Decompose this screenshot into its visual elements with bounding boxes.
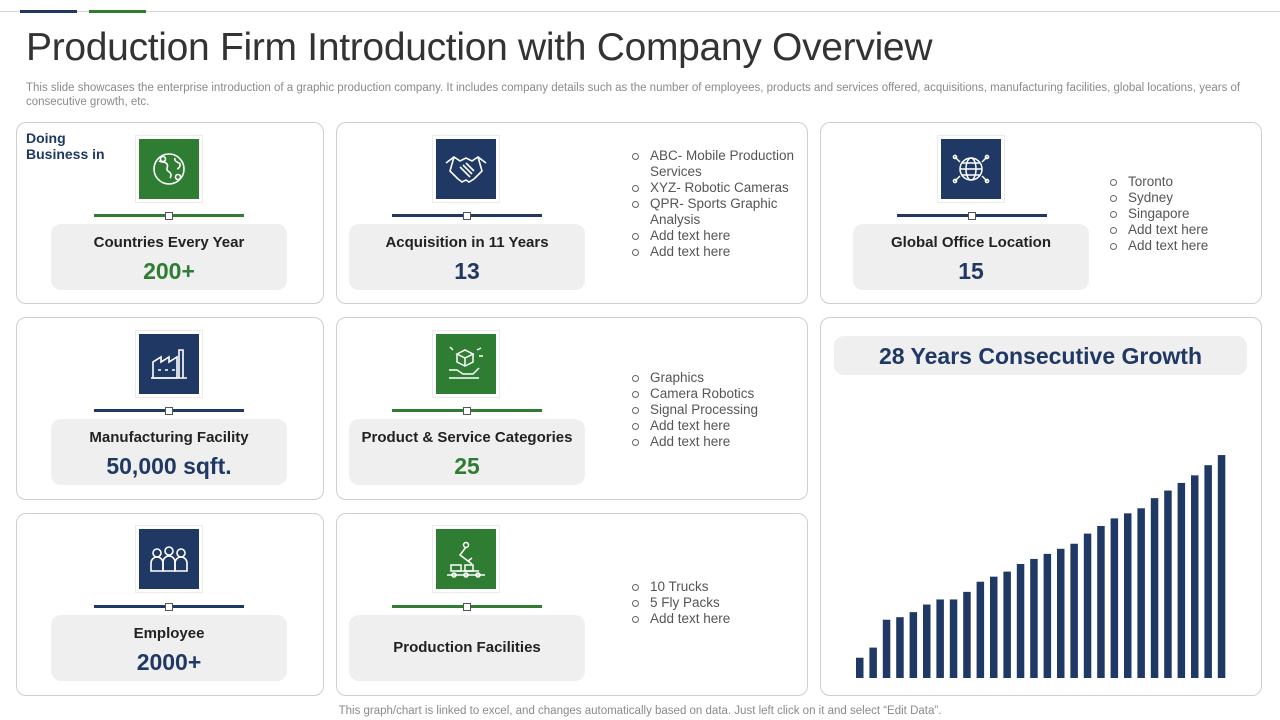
employee-knob (165, 603, 173, 611)
bar-6 (923, 604, 931, 678)
acquisition-value: 13 (454, 258, 480, 284)
products-label: Product & Service Categories (361, 429, 573, 446)
products-pill: Product & Service Categories 25 (349, 419, 585, 485)
footer-note: This graph/chart is linked to excel, and… (338, 705, 942, 717)
manufacturing-knob (165, 407, 173, 415)
bar-8 (949, 599, 958, 678)
employee-label: Employee (133, 625, 205, 642)
product-box-icon (432, 330, 500, 398)
production-pill: Production Facilities (349, 615, 585, 681)
list-item: Singapore (1108, 206, 1248, 222)
heading-line-2: Business in (26, 146, 105, 162)
handshake-icon (432, 135, 500, 203)
products-value: 25 (454, 453, 480, 479)
acquisition-pill: Acquisition in 11 Years 13 (349, 224, 585, 290)
world-network-icon (937, 135, 1005, 203)
list-item: Add text here (630, 228, 800, 244)
countries-pill: Countries Every Year 200+ (51, 224, 287, 290)
countries-knob (165, 212, 173, 220)
factory-icon (135, 330, 203, 398)
bar-11 (990, 576, 998, 678)
bar-13 (1016, 564, 1025, 678)
employee-pill: Employee 2000+ (51, 615, 287, 681)
bar-14 (1030, 558, 1038, 678)
bar-25 (1177, 482, 1186, 678)
page-title: Production Firm Introduction with Compan… (26, 26, 933, 69)
bar-15 (1043, 553, 1052, 678)
bar-26 (1191, 475, 1199, 678)
list-item: Camera Robotics (630, 386, 800, 402)
list-item: Add text here (630, 611, 800, 627)
list-item: QPR- Sports Graphic Analysis (630, 196, 800, 228)
manufacturing-label: Manufacturing Facility (89, 429, 249, 446)
globe-icon (135, 135, 203, 203)
bar-3 (882, 619, 891, 678)
bar-18 (1083, 533, 1092, 678)
doing-business-heading: Doing Business in (26, 130, 105, 162)
list-item: XYZ- Robotic Cameras (630, 180, 800, 196)
bar-20 (1110, 518, 1119, 678)
bar-12 (1003, 571, 1011, 678)
list-item: Toronto (1108, 174, 1248, 190)
top-divider (0, 11, 1280, 12)
list-item: Add text here (630, 434, 800, 450)
people-icon (135, 525, 203, 593)
production-knob (463, 603, 471, 611)
list-item: 10 Trucks (630, 579, 800, 595)
global-office-list: Toronto Sydney Singapore Add text here A… (1108, 174, 1248, 254)
list-item: Add text here (630, 418, 800, 434)
bar-16 (1057, 548, 1065, 678)
global-office-pill: Global Office Location 15 (853, 224, 1089, 290)
heading-line-1: Doing (26, 130, 66, 146)
countries-value: 200+ (143, 258, 195, 284)
robot-arm-icon (432, 525, 500, 593)
bar-9 (963, 591, 971, 678)
production-label: Production Facilities (393, 639, 541, 656)
list-item: Signal Processing (630, 402, 800, 418)
bar-17 (1070, 543, 1078, 678)
bar-10 (976, 581, 985, 678)
acquisition-knob (463, 212, 471, 220)
list-item: Add text here (1108, 238, 1248, 254)
growth-card (820, 317, 1262, 696)
growth-bar-chart[interactable] (850, 440, 1230, 680)
list-item: Add text here (1108, 222, 1248, 238)
bar-21 (1124, 513, 1132, 678)
bar-23 (1150, 498, 1159, 678)
acquisition-list: ABC- Mobile Production Services XYZ- Rob… (630, 148, 800, 260)
manufacturing-value: 50,000 sqft. (106, 453, 232, 479)
global-office-label: Global Office Location (890, 234, 1051, 251)
growth-title[interactable]: 28 Years Consecutive Growth (834, 336, 1247, 375)
bar-2 (869, 647, 877, 678)
bar-28 (1217, 455, 1226, 678)
bar-1 (856, 657, 864, 678)
products-knob (463, 407, 471, 415)
bar-5 (909, 612, 918, 678)
global-office-knob (968, 212, 976, 220)
bar-22 (1137, 508, 1145, 678)
products-list: Graphics Camera Robotics Signal Processi… (630, 370, 800, 450)
page-description: This slide showcases the enterprise intr… (26, 82, 1241, 108)
production-list: 10 Trucks 5 Fly Packs Add text here (630, 579, 800, 627)
bar-4 (896, 617, 904, 678)
top-accent-navy (20, 10, 77, 13)
bar-24 (1164, 490, 1172, 678)
bar-19 (1097, 526, 1105, 678)
countries-label: Countries Every Year (93, 234, 245, 251)
employee-value: 2000+ (136, 649, 202, 675)
list-item: Add text here (630, 244, 800, 260)
global-office-value: 15 (958, 258, 984, 284)
bar-7 (936, 599, 944, 678)
top-accent-green (89, 10, 146, 13)
bar-27 (1204, 465, 1212, 678)
list-item: ABC- Mobile Production Services (630, 148, 800, 180)
list-item: Sydney (1108, 190, 1248, 206)
manufacturing-pill: Manufacturing Facility 50,000 sqft. (51, 419, 287, 485)
list-item: 5 Fly Packs (630, 595, 800, 611)
list-item: Graphics (630, 370, 800, 386)
acquisition-label: Acquisition in 11 Years (385, 234, 549, 251)
